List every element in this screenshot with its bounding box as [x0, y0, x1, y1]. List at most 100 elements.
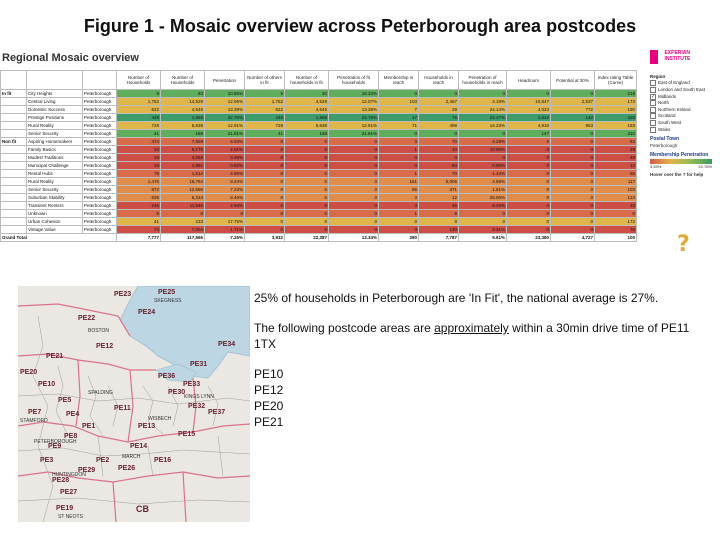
checkbox-icon[interactable]: [650, 80, 656, 87]
table-row: Domestic Success Peterborough 622 4,645 13.3…: [0, 105, 637, 114]
total-cell: 22,387: [284, 233, 329, 242]
map-label: PE22: [78, 315, 95, 322]
region-option[interactable]: London and South East: [650, 87, 716, 94]
table-cell: 6.25%: [458, 201, 507, 210]
table-row: Senior Security Peterborough 41 188 21.81% 41…: [0, 129, 637, 138]
grand-total-label: Grand Total: [0, 233, 117, 242]
table-cell: 41: [244, 129, 285, 138]
region-option[interactable]: Midlands: [650, 93, 716, 101]
map-label: PE13: [138, 423, 155, 430]
table-cell: 76: [418, 113, 459, 122]
map-label: PE30: [168, 389, 185, 396]
map-label: PE20: [20, 369, 37, 376]
table-cell: 12: [594, 161, 637, 170]
region-option[interactable]: North: [650, 100, 716, 107]
checkbox-icon[interactable]: [650, 126, 656, 133]
table-cell: 622: [116, 105, 161, 114]
total-cell: 7.25%: [204, 233, 245, 242]
region-option[interactable]: South West: [650, 119, 716, 127]
row-group: [0, 169, 27, 178]
table-cell: 0: [244, 209, 285, 218]
table-cell: 0: [506, 153, 551, 162]
map-label: PE12: [96, 343, 113, 350]
table-cell: 188: [284, 129, 329, 138]
help-hint: Hover over the ? for help: [650, 172, 704, 178]
checkbox-icon[interactable]: [650, 119, 656, 126]
table-cell: 0: [550, 137, 595, 146]
table-cell: 3: [378, 137, 419, 146]
table-cell: 0: [378, 217, 419, 226]
row-group: [0, 161, 27, 170]
table-cell: 13.39%: [204, 105, 245, 114]
table-cell: 22.76%: [204, 113, 245, 122]
table-row: Modest Traditions Peterborough 15 3,266 3.46…: [0, 153, 637, 162]
table-cell: 0: [244, 145, 285, 154]
table-cell: 4,645: [160, 105, 205, 114]
checkbox-icon[interactable]: [650, 113, 656, 120]
postal-town-value[interactable]: Peterborough: [650, 142, 678, 148]
region-option[interactable]: Wales: [650, 126, 716, 134]
column-header: Potential at 30%: [550, 70, 595, 90]
table-cell: 4.29%: [458, 137, 507, 146]
row-group: [0, 145, 27, 154]
region-label: Northern Ireland: [658, 106, 691, 112]
postcode-map: PE23 PE25 PE22 PE24 PE12 PE11 PE34 PE31 …: [18, 286, 250, 522]
table-header-row: Number of Households Number of Households…: [0, 70, 637, 90]
table-cell: 15: [116, 153, 161, 162]
map-label: PE4: [66, 411, 79, 418]
table-cell: 66: [594, 169, 637, 178]
table-cell: 9: [116, 89, 161, 98]
map-label: PE19: [56, 505, 73, 512]
table-row: Prestige Positions Peterborough 448 1,968 22…: [0, 113, 637, 122]
table-cell: 10.85%: [204, 89, 245, 98]
checkbox-icon[interactable]: [650, 100, 656, 107]
table-cell: 0: [550, 153, 595, 162]
postal-town: Peterborough: [82, 201, 117, 210]
table-cell: 1,968: [284, 113, 329, 122]
table-cell: 2.01%: [204, 145, 245, 154]
column-header: [82, 70, 117, 90]
table-cell: 1.61%: [458, 185, 507, 194]
table-cell: 24.14%: [458, 105, 507, 114]
map-label: PE33: [183, 381, 200, 388]
help-question-icon[interactable]: ?: [677, 232, 690, 257]
table-cell: 83: [160, 89, 205, 98]
table-row: Rental Hubs Peterborough 75 1,612 4.65% 0 0 0 1 7…: [0, 169, 637, 178]
row-group: [0, 201, 27, 210]
table-cell: 10.00%: [458, 145, 507, 154]
table-cell: 772: [550, 105, 595, 114]
table-cell: 0: [244, 185, 285, 194]
postal-town-label: Postal Town: [650, 136, 680, 143]
table-cell: 0: [550, 201, 595, 210]
map-label: PE5: [58, 397, 71, 404]
table-cell: 0: [328, 217, 379, 226]
region-option[interactable]: Northern Ireland: [650, 106, 716, 114]
drive-time-note: The following postcode areas are approxi…: [254, 321, 690, 351]
table-cell: 0: [244, 193, 285, 202]
region-option[interactable]: Scotland: [650, 113, 716, 120]
table-cell: 117: [594, 177, 637, 186]
checkbox-icon[interactable]: [650, 87, 656, 93]
map-label: PE3: [40, 457, 53, 464]
checkbox-checked-icon[interactable]: [650, 93, 656, 100]
table-cell: 0: [378, 129, 419, 138]
table-cell: 1.43%: [458, 169, 507, 178]
checkbox-icon[interactable]: [650, 106, 656, 113]
map-place: STAMFORD: [20, 418, 48, 424]
postal-town: Peterborough: [82, 185, 117, 194]
table-cell: 10: [418, 145, 459, 154]
postal-town: Peterborough: [82, 113, 117, 122]
brand-logo-mark: [650, 50, 658, 64]
table-cell: 124: [594, 193, 637, 202]
table-row: Central Living Peterborough 1,752 14,529 12.…: [0, 97, 637, 106]
mosaic-type: Aspiring Homemakers: [26, 137, 83, 146]
table-cell: 4,910: [506, 121, 551, 130]
table-cell: 2,537: [550, 97, 595, 106]
table-cell: 0: [328, 145, 379, 154]
table-cell: 0: [284, 177, 329, 186]
map-label: CB: [136, 504, 149, 514]
region-option[interactable]: East of England: [650, 80, 716, 87]
table-cell: 1,752: [116, 97, 161, 106]
table-cell: 0: [244, 201, 285, 210]
postal-town: Peterborough: [82, 145, 117, 154]
